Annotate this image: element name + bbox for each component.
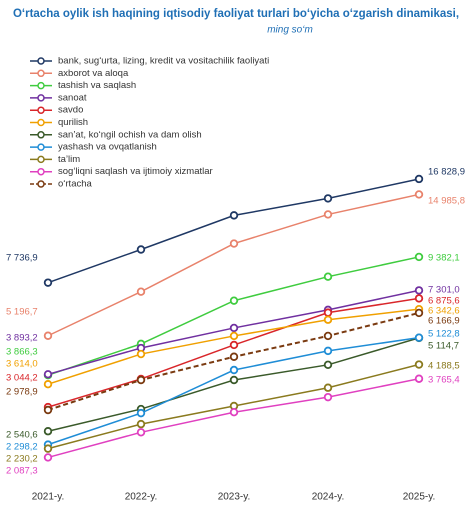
data-label: 7 736,9 (6, 253, 38, 264)
point (229, 211, 239, 220)
legend-marker (37, 118, 45, 127)
point (323, 194, 333, 203)
legend-label: o‘rtacha (58, 179, 93, 190)
x-tick-label: 2023-y. (218, 492, 251, 503)
point (229, 323, 239, 333)
series-line (47, 337, 420, 432)
data-label: 6 342,6 (428, 306, 460, 317)
legend-label: qurilish (58, 117, 88, 128)
legend-marker (37, 167, 45, 176)
x-tick-label: 2021-y. (32, 492, 65, 503)
data-label: 5 114,7 (428, 341, 459, 352)
point (43, 405, 53, 415)
data-label: 3 893,2 (6, 333, 38, 344)
point (43, 278, 53, 287)
data-label: 3 044,2 (6, 373, 38, 384)
data-label: 16 828,9 (428, 167, 465, 178)
legend-label: savdo (58, 105, 83, 116)
x-tick-label: 2022-y. (125, 492, 158, 503)
point (414, 308, 424, 318)
series-line (47, 178, 420, 284)
point (43, 453, 53, 462)
legend-label: bank, sug‘urta, lizing, kredit va vosita… (58, 56, 269, 67)
chart-title: O‘rtacha oylik ish haqining iqtisodiy fa… (13, 8, 459, 20)
legend-marker (37, 106, 45, 114)
legend-label: sog‘liqni saqlash va ijtimoiy xizmatlar (58, 166, 213, 177)
point (43, 427, 53, 436)
legend-label: san’at, ko‘ngil ochish va dam olish (58, 129, 202, 140)
point (323, 360, 333, 370)
data-label: 9 382,1 (428, 253, 460, 264)
point (136, 375, 146, 385)
x-tick-label: 2024-y. (312, 492, 345, 503)
point (43, 370, 53, 379)
point (323, 308, 333, 317)
data-label: 2 087,3 (6, 466, 38, 477)
point (414, 333, 424, 342)
point (323, 346, 333, 356)
chart-subtitle: ming so‘m (267, 25, 313, 36)
point (43, 380, 53, 389)
legend-marker (37, 69, 45, 78)
legend-marker (37, 155, 45, 164)
data-label: 3 614,0 (6, 359, 38, 370)
point (136, 245, 146, 254)
point (414, 286, 424, 295)
data-label: 6 166,9 (428, 316, 460, 327)
point (229, 352, 239, 361)
data-label: 4 188,5 (428, 361, 460, 372)
point (43, 331, 53, 340)
point (323, 392, 333, 402)
point (414, 174, 424, 184)
data-label: 14 985,8 (428, 196, 465, 207)
legend-marker (37, 180, 45, 188)
data-label: 2 540,6 (6, 430, 38, 441)
point (136, 428, 146, 437)
legend-marker (37, 94, 45, 102)
data-label: 5 196,7 (6, 307, 38, 318)
data-label: 7 301,0 (428, 285, 460, 296)
x-tick-label: 2025-y. (403, 492, 436, 503)
legend-label: axborot va aloqa (58, 68, 129, 79)
legend-label: tashish va saqlash (58, 80, 136, 91)
point (229, 340, 239, 350)
point (136, 349, 146, 359)
point (229, 331, 239, 341)
point (414, 252, 424, 262)
data-label: 2 298,2 (6, 442, 38, 453)
point (323, 383, 333, 392)
point (414, 360, 424, 369)
legend-marker (37, 81, 45, 90)
legend-marker (37, 131, 45, 139)
point (414, 190, 424, 199)
point (414, 374, 424, 383)
point (229, 365, 239, 375)
point (136, 408, 146, 418)
point (414, 294, 424, 303)
legend-label: ta’lim (58, 154, 80, 165)
point (323, 315, 333, 324)
data-label: 2 230,2 (6, 454, 38, 465)
data-label: 2 978,9 (6, 387, 38, 398)
point (229, 375, 239, 385)
point (229, 408, 239, 417)
data-label: 3 866,3 (6, 347, 38, 358)
point (323, 272, 333, 281)
legend-marker (37, 143, 45, 151)
point (323, 210, 333, 219)
point (229, 296, 239, 305)
data-label: 5 122,8 (428, 329, 460, 340)
legend-label: yashash va ovqatlanish (58, 142, 157, 153)
data-label: 3 765,4 (428, 375, 460, 386)
data-label: 6 875,6 (428, 296, 460, 307)
point (136, 287, 146, 296)
point (229, 239, 239, 248)
point (136, 419, 146, 429)
legend-marker (37, 57, 45, 65)
point (43, 444, 53, 453)
point (323, 331, 333, 341)
legend-label: sanoat (58, 92, 87, 103)
